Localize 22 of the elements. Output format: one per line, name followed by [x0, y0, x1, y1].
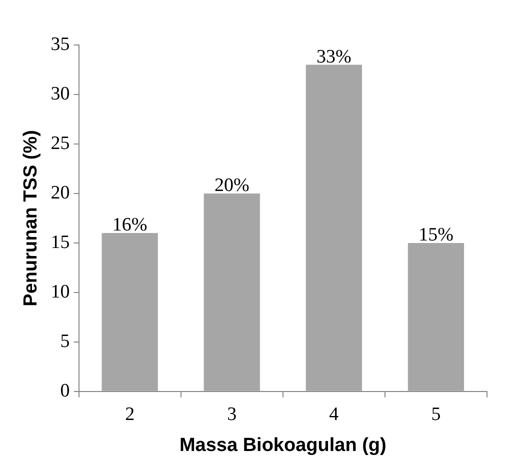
y-tick-label: 20	[50, 182, 70, 204]
y-tick-label: 5	[60, 330, 70, 352]
data-label: 20%	[214, 174, 250, 196]
bar	[306, 64, 362, 391]
bar	[408, 242, 464, 391]
data-label: 15%	[418, 224, 454, 246]
y-tick-label: 0	[60, 380, 70, 402]
y-tick-label: 35	[50, 34, 70, 55]
bar	[102, 233, 158, 391]
bar	[204, 193, 260, 391]
y-axis-title: Penurunan TSS (%)	[20, 130, 42, 306]
x-tick-label: 3	[227, 404, 237, 425]
x-tick-label: 5	[431, 404, 441, 425]
y-tick-label: 30	[50, 83, 70, 104]
x-axis-title: Massa Biokoagulan (g)	[179, 434, 386, 456]
data-label: 33%	[316, 46, 352, 68]
data-label: 16%	[112, 214, 148, 236]
x-tick-label: 4	[329, 404, 340, 425]
y-tick-label: 10	[50, 281, 70, 302]
y-tick-label: 25	[50, 132, 70, 154]
y-tick-label: 15	[50, 232, 70, 253]
x-tick-label: 2	[125, 404, 135, 425]
